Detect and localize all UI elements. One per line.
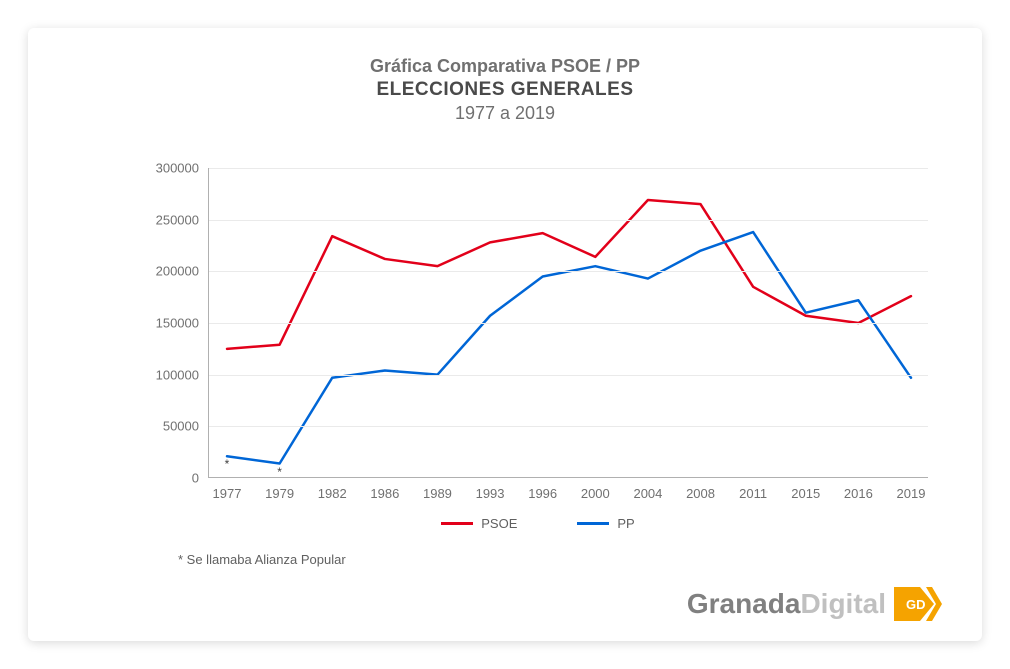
x-axis-label: 1986 (370, 486, 399, 501)
y-axis-label: 50000 (139, 419, 199, 434)
chart-subtitle: Gráfica Comparativa PSOE / PP (28, 56, 982, 77)
gridline (209, 271, 928, 272)
x-axis-label: 1993 (476, 486, 505, 501)
gridline (209, 375, 928, 376)
series-line-psoe (227, 200, 911, 349)
y-axis-label: 0 (139, 471, 199, 486)
chart-area: 0500001000001500002000002500003000001977… (138, 168, 938, 518)
x-axis-label: 2000 (581, 486, 610, 501)
brand-part2: Digital (800, 588, 886, 620)
x-axis-label: 2004 (633, 486, 662, 501)
brand-logo: GranadaDigital GD (687, 587, 942, 621)
x-axis-label: 2011 (739, 486, 767, 501)
x-axis-label: 1977 (213, 486, 242, 501)
x-axis-label: 2019 (897, 486, 926, 501)
x-axis-label: 1979 (265, 486, 294, 501)
legend-label: PP (617, 516, 634, 531)
chart-legend: PSOE PP (138, 513, 938, 531)
y-axis-label: 100000 (139, 367, 199, 382)
chart-titles: Gráfica Comparativa PSOE / PP ELECCIONES… (28, 28, 982, 124)
x-axis-label: 2008 (686, 486, 715, 501)
brand-part1: Granada (687, 588, 801, 620)
asterisk-marker: * (277, 465, 282, 479)
legend-label: PSOE (481, 516, 517, 531)
svg-text:GD: GD (906, 597, 926, 612)
x-axis-label: 2015 (791, 486, 820, 501)
y-axis-label: 150000 (139, 316, 199, 331)
x-axis-label: 2016 (844, 486, 873, 501)
series-line-pp (227, 232, 911, 463)
asterisk-marker: * (225, 457, 230, 471)
gridline (209, 323, 928, 324)
y-axis-label: 300000 (139, 161, 199, 176)
legend-item: PP (577, 516, 634, 531)
legend-swatch (441, 522, 473, 525)
legend-item: PSOE (441, 516, 517, 531)
chart-card: Gráfica Comparativa PSOE / PP ELECCIONES… (28, 28, 982, 641)
chart-title: ELECCIONES GENERALES (28, 79, 982, 101)
y-axis-label: 200000 (139, 264, 199, 279)
x-axis-label: 1982 (318, 486, 347, 501)
chart-year-range: 1977 a 2019 (28, 103, 982, 124)
gridline (209, 168, 928, 169)
y-axis-label: 250000 (139, 212, 199, 227)
x-axis-label: 1996 (528, 486, 557, 501)
legend-swatch (577, 522, 609, 525)
gridline (209, 426, 928, 427)
brand-arrow-icon: GD (894, 587, 942, 621)
x-axis-label: 1989 (423, 486, 452, 501)
chart-footnote: * Se llamaba Alianza Popular (178, 552, 346, 567)
gridline (209, 220, 928, 221)
plot-area: 0500001000001500002000002500003000001977… (208, 168, 928, 478)
